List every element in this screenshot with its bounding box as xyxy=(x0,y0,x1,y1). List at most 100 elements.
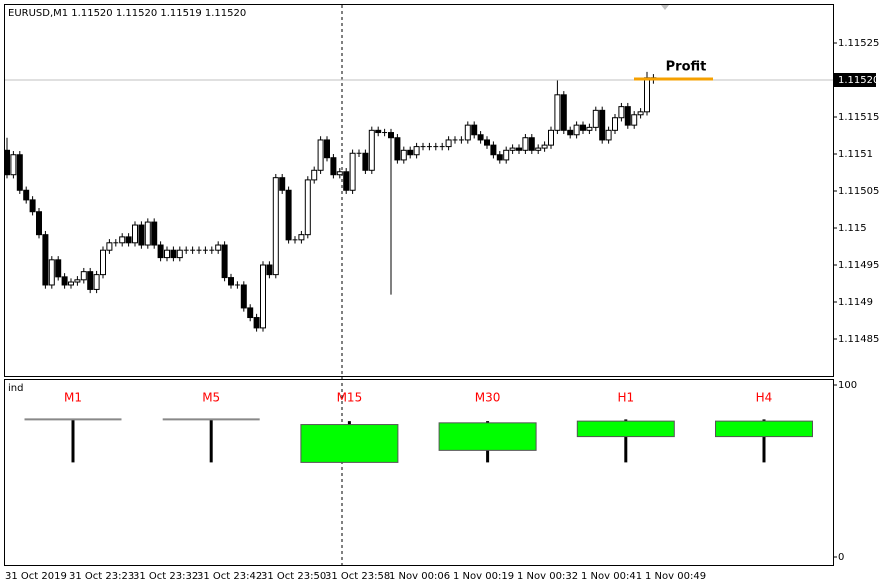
x-tick-label: 31 Oct 2019 xyxy=(5,571,67,582)
candle-body xyxy=(522,137,529,151)
panel-title: ind xyxy=(8,383,23,394)
candle-body xyxy=(394,137,401,161)
candle-body xyxy=(400,149,407,161)
candle-body xyxy=(93,274,100,290)
candle-body xyxy=(612,117,618,131)
candle-body xyxy=(336,171,343,176)
y-tick-label: 1.1151 xyxy=(838,149,873,160)
candle-body xyxy=(624,106,631,126)
x-tick-label: 31 Oct 23:42 xyxy=(197,571,262,582)
last-price-box xyxy=(834,73,876,87)
candle-body xyxy=(100,249,106,276)
candle-body xyxy=(176,249,183,259)
candle-body xyxy=(80,271,87,281)
candle-body xyxy=(240,284,247,309)
candle-body xyxy=(279,177,286,191)
candle-body xyxy=(119,236,126,244)
candle-body xyxy=(503,149,510,161)
candle-body xyxy=(586,126,593,131)
candle-body xyxy=(343,171,350,191)
y-tick-label: 1.11495 xyxy=(838,260,879,271)
y-tick-label: 0 xyxy=(838,552,844,563)
candle-body xyxy=(144,221,151,246)
candle-body xyxy=(61,276,68,286)
timeframe-label: H1 xyxy=(617,391,634,405)
candle-body xyxy=(496,154,503,161)
candle-body xyxy=(528,137,535,151)
candle-body xyxy=(311,169,318,181)
candle-body xyxy=(16,154,23,191)
candle-body xyxy=(68,281,74,286)
candle-body xyxy=(388,132,394,139)
candle-body xyxy=(29,199,36,213)
candle-body xyxy=(23,189,30,201)
x-tick-label: 1 Nov 00:19 xyxy=(453,571,514,582)
candle-body xyxy=(637,111,644,116)
candle-body xyxy=(535,147,542,151)
candle-body xyxy=(228,277,234,286)
candle-body xyxy=(48,259,55,286)
last-price-label: 1.11520 xyxy=(838,75,879,86)
candle-body xyxy=(715,420,813,438)
candle-body xyxy=(42,234,49,286)
y-tick-label: 1.1149 xyxy=(838,297,873,308)
candle-body xyxy=(125,236,132,244)
candle-body xyxy=(592,109,599,128)
candle-body xyxy=(644,77,650,113)
candle-body xyxy=(247,307,254,319)
candle-body xyxy=(253,317,260,329)
timeframe-label: M5 xyxy=(202,391,220,405)
x-tick-label: 31 Oct 23:23 xyxy=(69,571,134,582)
x-tick-label: 31 Oct 23:50 xyxy=(261,571,326,582)
candle-body xyxy=(330,157,337,176)
candle-body xyxy=(215,244,222,251)
candle-body xyxy=(87,271,94,290)
x-tick-label: 1 Nov 00:49 xyxy=(645,571,706,582)
candle-body xyxy=(490,144,497,156)
timeframe-label: H4 xyxy=(756,391,773,405)
candle-body xyxy=(375,129,382,134)
candle-body xyxy=(548,129,554,146)
x-tick-label: 1 Nov 00:32 xyxy=(517,571,578,582)
candle-body xyxy=(349,152,356,191)
candle-body xyxy=(484,139,490,146)
candle-body xyxy=(445,139,452,148)
y-tick-label: 1.115 xyxy=(838,223,867,234)
candle-body xyxy=(4,149,10,176)
y-tick-label: 1.11485 xyxy=(838,334,879,345)
candle-body xyxy=(368,129,375,171)
candle-body xyxy=(272,177,279,276)
timeframe-label: M30 xyxy=(475,391,501,405)
candle-body xyxy=(580,124,586,131)
candle-body xyxy=(477,134,484,141)
x-tick-label: 31 Oct 23:32 xyxy=(133,571,198,582)
candle-body xyxy=(132,224,138,244)
candle-body xyxy=(55,259,62,278)
candle-body xyxy=(576,420,675,438)
candle-body xyxy=(509,147,516,151)
candle-body xyxy=(516,147,522,151)
candle-body xyxy=(605,129,612,141)
y-tick-label: 100 xyxy=(838,380,857,391)
candle-body xyxy=(560,94,567,131)
indicator-panel xyxy=(4,379,834,566)
candle-body xyxy=(471,124,478,136)
candle-body xyxy=(10,154,17,176)
candle-body xyxy=(618,106,625,119)
candle-body xyxy=(74,279,81,283)
candle-body xyxy=(567,129,574,136)
candle-body xyxy=(317,139,324,171)
candle-body xyxy=(407,149,414,156)
candle-body xyxy=(260,264,266,329)
x-tick-label: 1 Nov 00:41 xyxy=(581,571,642,582)
x-tick-label: 31 Oct 23:58 xyxy=(325,571,390,582)
candle-body xyxy=(324,139,330,159)
price-panel xyxy=(4,4,834,377)
timeframe-label: M1 xyxy=(64,391,82,405)
candle-body xyxy=(541,144,548,149)
candle-body xyxy=(438,422,537,451)
timeframe-label: M15 xyxy=(337,391,363,405)
candle-body xyxy=(221,244,228,279)
x-tick-label: 1 Nov 00:06 xyxy=(389,571,450,582)
